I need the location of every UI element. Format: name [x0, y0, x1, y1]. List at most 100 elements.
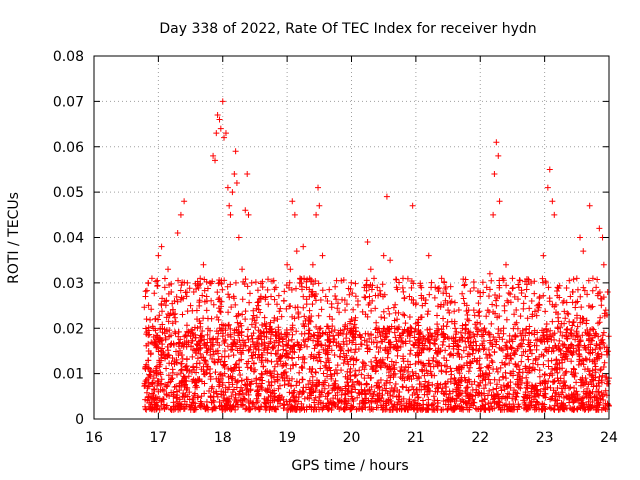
data-point — [209, 405, 216, 412]
data-point — [463, 385, 470, 392]
data-point — [296, 379, 303, 386]
data-point — [219, 406, 226, 413]
data-point — [370, 364, 377, 371]
data-point — [426, 336, 433, 343]
data-point — [429, 357, 436, 364]
data-point — [580, 394, 587, 401]
data-point — [314, 329, 321, 336]
data-point — [281, 369, 288, 376]
data-point — [465, 328, 472, 335]
data-point — [442, 347, 449, 354]
data-point — [203, 349, 210, 356]
data-point — [349, 383, 356, 390]
y-tick-label: 0.02 — [53, 321, 84, 337]
data-point — [445, 396, 452, 403]
data-point — [301, 313, 308, 320]
data-point — [232, 406, 239, 413]
data-point — [249, 352, 256, 359]
data-point — [545, 284, 552, 291]
data-point — [230, 386, 237, 393]
data-point — [418, 295, 425, 302]
data-point — [390, 304, 397, 311]
data-point — [175, 277, 182, 284]
data-point — [482, 405, 489, 412]
data-point — [321, 385, 328, 392]
data-point — [420, 405, 427, 412]
data-point — [517, 385, 524, 392]
data-point — [439, 385, 446, 392]
data-point — [507, 406, 514, 413]
data-point — [273, 358, 280, 365]
data-point — [372, 334, 379, 341]
data-point — [563, 332, 570, 339]
data-point — [221, 362, 228, 369]
data-point — [345, 361, 352, 368]
data-point — [259, 278, 266, 285]
data-point — [481, 396, 488, 403]
data-point — [318, 306, 325, 313]
data-point — [372, 368, 379, 375]
data-point — [257, 382, 264, 389]
data-point — [467, 342, 474, 349]
data-point — [458, 374, 465, 381]
data-point — [432, 341, 439, 348]
data-point — [278, 313, 285, 320]
data-point — [400, 371, 407, 378]
data-point — [434, 303, 441, 310]
data-point — [570, 276, 577, 283]
data-point — [555, 285, 562, 292]
data-point — [310, 337, 317, 344]
data-point — [497, 327, 504, 334]
data-point — [583, 401, 590, 408]
data-point — [374, 398, 381, 405]
data-point — [161, 275, 168, 282]
data-point — [311, 397, 318, 404]
data-point — [596, 392, 603, 399]
data-point — [217, 370, 224, 377]
x-tick-label: 16 — [85, 430, 103, 446]
data-point — [600, 363, 607, 370]
data-point — [579, 357, 586, 364]
data-point — [490, 333, 497, 340]
data-point — [517, 313, 524, 320]
data-point — [381, 314, 388, 321]
data-point — [377, 376, 384, 383]
data-point — [547, 384, 554, 391]
data-point — [350, 361, 357, 368]
data-point — [249, 355, 256, 362]
data-point — [376, 358, 383, 365]
data-point — [559, 389, 566, 396]
data-point — [254, 388, 261, 395]
data-point — [169, 306, 176, 313]
data-point — [481, 345, 488, 352]
data-point — [461, 300, 468, 307]
data-point — [159, 295, 166, 302]
data-point — [447, 403, 454, 410]
data-point — [587, 326, 594, 333]
data-point — [210, 398, 217, 405]
data-point — [476, 308, 483, 315]
data-point — [568, 358, 575, 365]
data-point — [470, 279, 477, 286]
data-point — [600, 329, 607, 336]
data-point — [326, 365, 333, 372]
data-point — [344, 368, 351, 375]
data-point — [332, 402, 339, 409]
data-point — [356, 400, 363, 407]
data-point — [451, 380, 458, 387]
data-point — [345, 382, 352, 389]
data-point — [274, 371, 281, 378]
data-point — [425, 360, 432, 367]
data-point — [551, 393, 558, 400]
data-point — [371, 388, 378, 395]
y-tick-label: 0.06 — [53, 140, 84, 156]
data-point — [573, 328, 580, 335]
data-point — [170, 391, 177, 398]
data-point — [257, 328, 264, 335]
data-point — [430, 393, 437, 400]
data-point — [522, 348, 529, 355]
data-point — [253, 377, 260, 384]
data-point — [186, 389, 193, 396]
data-point — [197, 337, 204, 344]
data-point — [377, 364, 384, 371]
